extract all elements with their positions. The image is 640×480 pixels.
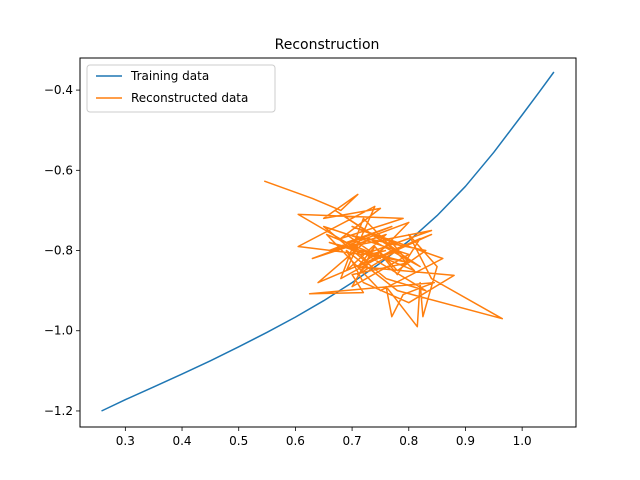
- x-tick-label: 0.9: [456, 434, 475, 448]
- y-tick-label: −0.8: [44, 244, 73, 258]
- series-layer: [101, 71, 555, 412]
- legend-label-reconstructed: Reconstructed data: [131, 91, 248, 105]
- chart-title: Reconstruction: [275, 37, 380, 53]
- plot-area-frame: [79, 57, 577, 428]
- x-tick-label: 0.5: [229, 434, 248, 448]
- series-line-reconstructed: [263, 180, 504, 328]
- y-tick-label: −0.6: [44, 163, 73, 177]
- x-tick-label: 1.0: [513, 434, 532, 448]
- series-line-training: [101, 71, 555, 412]
- legend-box: [86, 64, 276, 113]
- x-axis: 0.3 0.4 0.5 0.6 0.7 0.8 0.9 1.0: [116, 427, 532, 448]
- x-tick-label: 0.4: [172, 434, 191, 448]
- x-tick-label: 0.6: [286, 434, 305, 448]
- x-tick-label: 0.3: [116, 434, 135, 448]
- y-axis: −1.2 −1.0 −0.8 −0.6 −0.4: [44, 83, 80, 418]
- legend: Training data Reconstructed data: [86, 64, 276, 113]
- y-tick-label: −1.0: [44, 324, 73, 338]
- x-tick-label: 0.7: [343, 434, 362, 448]
- x-tick-label: 0.8: [399, 434, 418, 448]
- y-tick-label: −0.4: [44, 83, 73, 97]
- legend-label-training: Training data: [130, 69, 209, 83]
- y-tick-label: −1.2: [44, 404, 73, 418]
